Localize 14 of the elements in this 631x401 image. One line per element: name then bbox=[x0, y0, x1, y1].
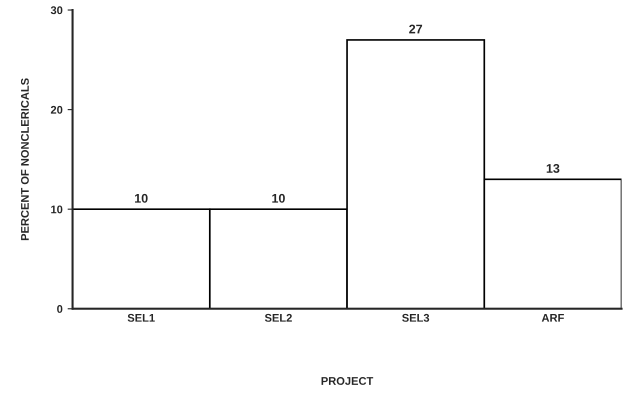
y-tick-label: 10 bbox=[51, 205, 62, 214]
y-axis-title: PERCENT OF NONCLERICALS bbox=[20, 78, 29, 240]
data-label: 10 bbox=[272, 194, 285, 203]
data-label: 27 bbox=[409, 24, 422, 34]
x-tick-label: SEL3 bbox=[402, 314, 430, 322]
x-axis-title: PROJECT bbox=[322, 377, 374, 385]
x-tick-label: ARF bbox=[542, 314, 564, 322]
y-tick-label: 0 bbox=[57, 305, 62, 313]
data-label: 13 bbox=[546, 164, 560, 173]
x-tick-label: SEL2 bbox=[264, 314, 292, 322]
x-tick-label: SEL1 bbox=[128, 314, 155, 322]
y-tick-label: 30 bbox=[50, 6, 62, 14]
y-tick-label: 20 bbox=[50, 106, 62, 114]
data-label: 10 bbox=[135, 194, 148, 203]
